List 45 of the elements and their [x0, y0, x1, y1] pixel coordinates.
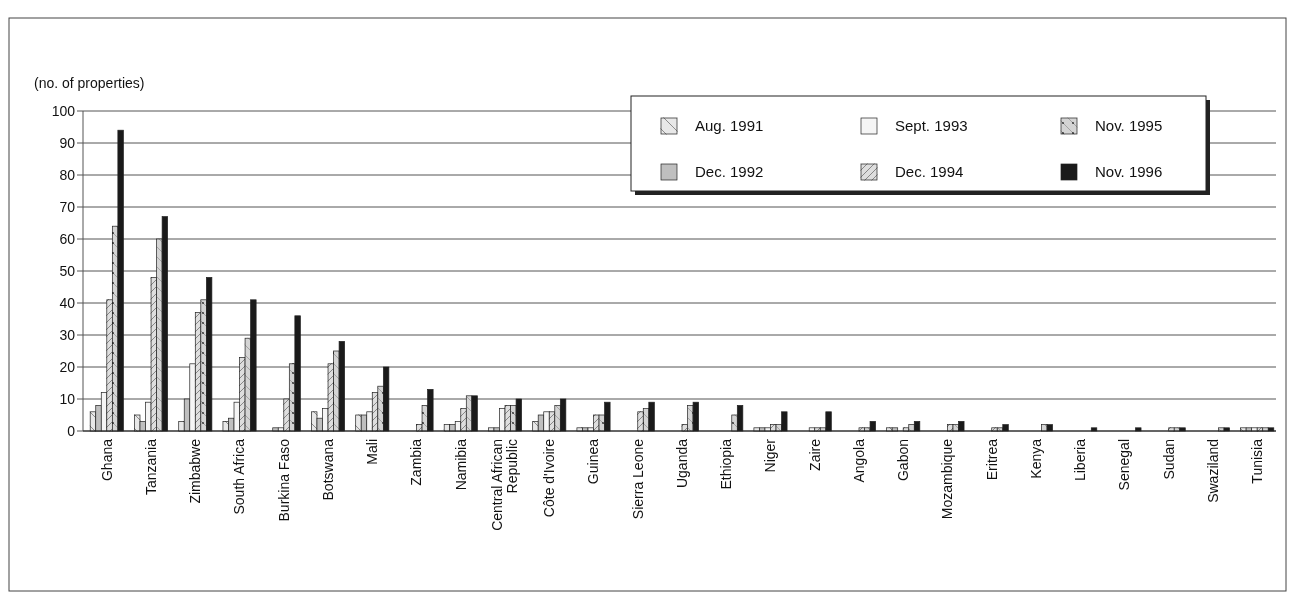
x-tick-label: Angola [850, 438, 867, 483]
y-tick-label: 100 [51, 102, 76, 119]
y-tick-label: 80 [59, 166, 76, 183]
x-tick-label: South Africa [231, 438, 248, 515]
x-tick-label: Zimbabwe [187, 438, 204, 504]
legend-label: Aug. 1991 [695, 117, 764, 135]
x-tick-label: Ghana [98, 438, 115, 482]
x-tick-label: Zaire [806, 438, 823, 471]
y-tick-label: 0 [67, 422, 76, 439]
x-tick-label: Mali [364, 439, 381, 465]
x-tick-label: Tanzania [142, 438, 159, 496]
y-axis-title: (no. of properties) [34, 75, 145, 91]
x-tick-label: Senegal [1116, 439, 1133, 491]
x-tick-label: Niger [762, 438, 779, 473]
x-tick-label: Guinea [585, 438, 602, 485]
x-tick-label: Swaziland [1204, 439, 1221, 503]
y-tick-label: 10 [59, 390, 76, 407]
x-tick-label: Tunisia [1249, 438, 1266, 484]
x-tick-label: Liberia [1072, 438, 1089, 482]
y-tick-label: 60 [59, 230, 76, 247]
x-tick-label: Gabon [895, 439, 912, 482]
y-tick-label: 20 [59, 358, 76, 375]
x-tick-label: Namibia [452, 438, 469, 491]
legend-label: Sept. 1993 [895, 117, 968, 135]
x-tick-label: Uganda [673, 438, 690, 489]
y-tick-label: 30 [59, 326, 76, 343]
x-tick-label: Mozambique [939, 438, 956, 520]
legend-label: Nov. 1995 [1095, 117, 1163, 135]
legend-label: Dec. 1994 [895, 163, 964, 181]
y-tick-label: 50 [59, 262, 76, 279]
x-tick-label: Ethiopia [718, 438, 735, 490]
x-tick-label: Sudan [1160, 439, 1177, 480]
x-tick-label: Sierra Leone [629, 438, 646, 520]
x-tick-label: Kenya [1027, 438, 1044, 479]
x-tick-label: Côte d'Ivoire [541, 438, 558, 518]
y-tick-label: 40 [59, 294, 76, 311]
x-tick-label: Central African Republic [489, 439, 521, 531]
x-tick-label: Zambia [408, 438, 425, 486]
x-tick-label: Eritrea [983, 438, 1000, 481]
x-tick-label: Botswana [319, 438, 336, 501]
legend-label: Dec. 1992 [695, 163, 764, 181]
legend-label: Nov. 1996 [1095, 163, 1163, 181]
y-tick-label: 70 [59, 198, 76, 215]
x-tick-label: Burkina Faso [275, 438, 292, 522]
y-tick-label: 90 [59, 134, 76, 151]
